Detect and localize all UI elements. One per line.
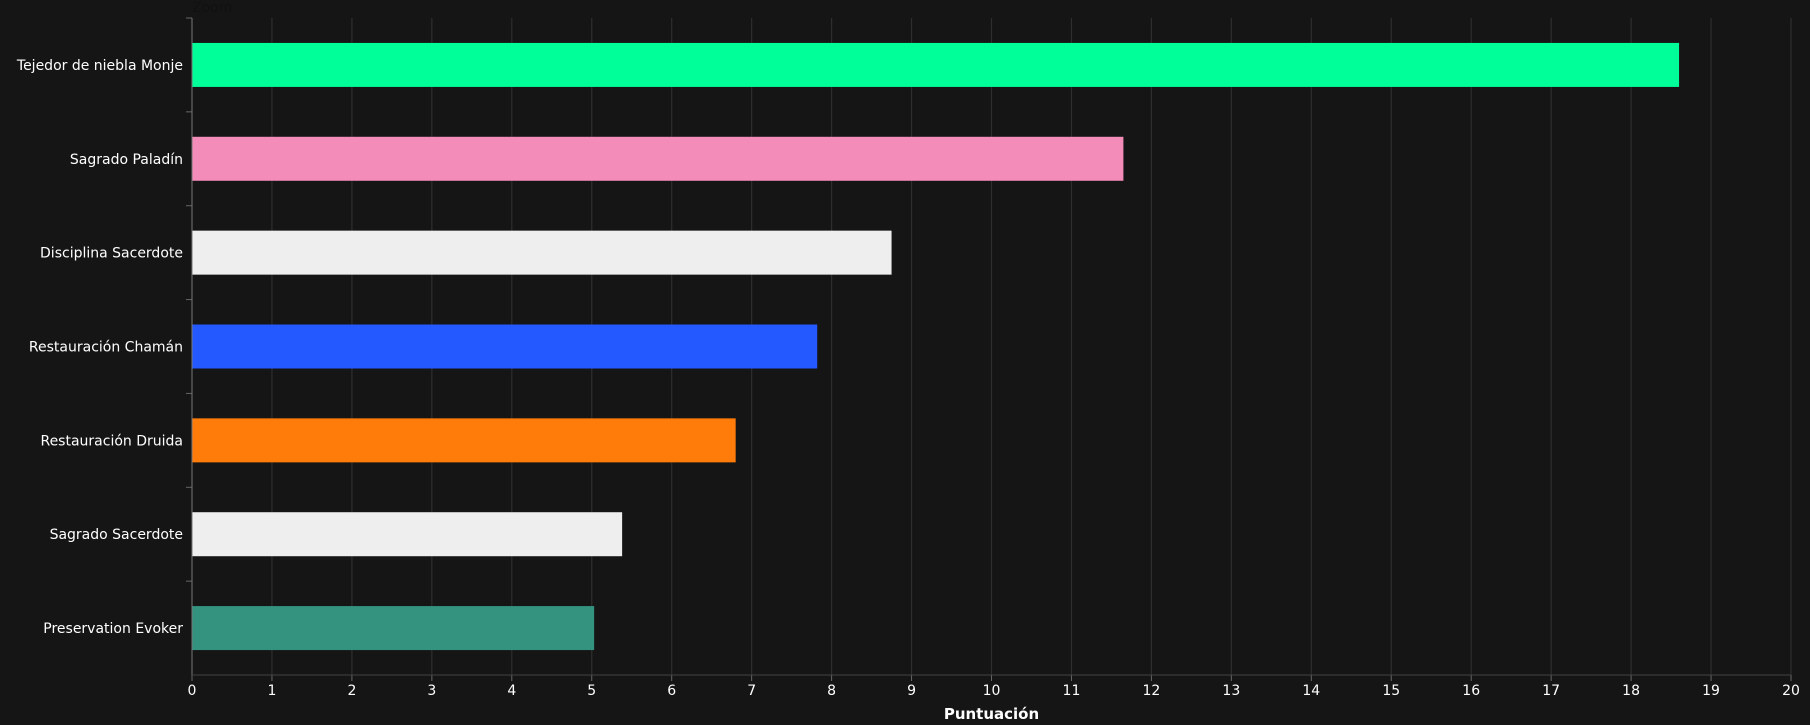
bar[interactable] xyxy=(192,606,595,651)
x-tick-label: 10 xyxy=(983,683,1001,699)
x-tick-labels: 0 1 2 3 4 5 6 7 8 9 10 11 12 13 14 15 16 17 18 19 20 xyxy=(188,675,1800,699)
x-tick-label: 12 xyxy=(1142,683,1160,699)
x-tick-label: 5 xyxy=(587,683,596,699)
x-tick-label: 4 xyxy=(507,683,516,699)
bar[interactable] xyxy=(192,230,892,275)
x-tick-label: 14 xyxy=(1302,683,1320,699)
category-label: Restauración Chamán xyxy=(29,340,183,356)
x-tick-label: 15 xyxy=(1382,683,1400,699)
x-tick-label: 9 xyxy=(907,683,916,699)
bars xyxy=(192,42,1680,651)
category-label: Sagrado Paladín xyxy=(70,152,183,168)
zoom-button[interactable]: Zoom xyxy=(192,0,233,16)
x-tick-label: 16 xyxy=(1462,683,1480,699)
category-labels: Tejedor de niebla Monje Sagrado Paladín Di… xyxy=(16,17,192,637)
x-tick-label: 7 xyxy=(747,683,756,699)
x-tick-label: 6 xyxy=(667,683,676,699)
bar[interactable] xyxy=(192,418,736,463)
category-label: Preservation Evoker xyxy=(43,621,183,637)
bar[interactable] xyxy=(192,512,623,557)
x-tick-label: 0 xyxy=(188,683,197,699)
x-axis-title: Puntuación xyxy=(944,705,1039,723)
x-tick-label: 2 xyxy=(347,683,356,699)
x-tick-label: 8 xyxy=(827,683,836,699)
grid-lines xyxy=(271,18,1792,675)
x-tick-label: 17 xyxy=(1542,683,1560,699)
x-tick-label: 1 xyxy=(267,683,276,699)
category-label: Sagrado Sacerdote xyxy=(50,527,183,543)
x-tick-label: 11 xyxy=(1063,683,1081,699)
bar[interactable] xyxy=(192,136,1124,181)
x-tick-label: 13 xyxy=(1222,683,1240,699)
x-tick-label: 20 xyxy=(1782,683,1800,699)
x-tick-label: 18 xyxy=(1622,683,1640,699)
x-tick-label: 3 xyxy=(427,683,436,699)
category-label: Disciplina Sacerdote xyxy=(40,246,183,262)
category-label: Tejedor de niebla Monje xyxy=(16,58,183,74)
x-tick-label: 19 xyxy=(1702,683,1720,699)
bar[interactable] xyxy=(192,42,1680,87)
category-label: Restauración Druida xyxy=(40,433,183,449)
bar[interactable] xyxy=(192,324,818,369)
